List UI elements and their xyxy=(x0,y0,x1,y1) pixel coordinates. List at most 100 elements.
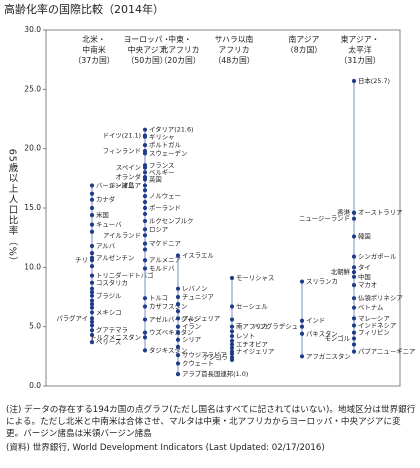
data-dot xyxy=(142,317,148,322)
point-label: ポルトガル xyxy=(149,140,182,149)
point-label: トリニダードトバゴ xyxy=(96,271,154,280)
point-label: セーシェル xyxy=(236,302,268,310)
data-dot xyxy=(142,165,148,170)
chart-title: 高齢化率の国際比較（2014年） xyxy=(4,2,164,16)
data-dot xyxy=(89,286,95,291)
data-dot xyxy=(142,199,148,205)
point-label: トルクメニスタン xyxy=(90,332,141,341)
data-dot xyxy=(89,273,95,278)
point-label: パラグアイ xyxy=(56,313,88,322)
data-dot xyxy=(175,302,181,307)
data-dot xyxy=(142,335,148,340)
data-dot xyxy=(89,250,95,256)
y-tick-label: 0.0 xyxy=(29,381,41,390)
data-dot xyxy=(351,265,357,270)
point-label: ナイジェリア xyxy=(236,348,274,356)
point-label: ベルギー xyxy=(149,168,175,176)
data-dot xyxy=(89,258,95,263)
point-label: アラブ首長国連邦(1.0) xyxy=(182,369,248,378)
point-label: マレーシア xyxy=(358,314,390,322)
region-header: 中央アジア xyxy=(128,45,167,55)
point-label: 香港 xyxy=(337,208,350,217)
data-dot xyxy=(175,372,181,377)
point-label: ルクセンブルク xyxy=(149,216,194,225)
data-dot xyxy=(142,127,148,132)
point-label: アンゴラ xyxy=(203,353,228,362)
point-label: ブラジル xyxy=(96,291,122,300)
point-label: タジキスタン xyxy=(149,345,187,354)
data-dot xyxy=(175,286,181,291)
point-label: ギリシャ xyxy=(149,133,175,141)
data-dot xyxy=(142,205,148,211)
y-tick-label: 10.0 xyxy=(24,262,41,271)
data-dot xyxy=(89,183,95,188)
data-dot xyxy=(229,275,235,281)
data-dot xyxy=(89,293,95,298)
data-dot xyxy=(351,323,357,328)
data-dot xyxy=(142,330,148,335)
point-label: スリランカ xyxy=(306,278,338,286)
point-label: クウェート xyxy=(182,359,214,367)
data-dot xyxy=(175,361,181,366)
point-label: 英国 xyxy=(149,175,162,184)
data-dot xyxy=(175,344,181,349)
point-label: サウジアラビア xyxy=(182,350,227,359)
point-label: 日本(25.7) xyxy=(358,76,390,85)
data-dot xyxy=(89,290,95,295)
data-dot xyxy=(351,330,357,335)
region-header: ヨーロッパ・ xyxy=(124,35,171,44)
point-label: アフガニスタン xyxy=(306,351,351,360)
region-header: （50カ国） xyxy=(126,56,167,65)
point-label: 韓国 xyxy=(358,231,371,240)
point-label: 北朝鮮 xyxy=(331,267,351,276)
point-label: スペイン xyxy=(116,164,141,172)
point-label: イラン xyxy=(182,323,201,331)
point-label: ロシア xyxy=(149,225,168,233)
data-dot xyxy=(142,241,148,246)
data-dot xyxy=(351,296,357,301)
data-dot xyxy=(89,305,95,310)
data-dot xyxy=(142,258,148,263)
source: (資料) 世界銀行, World Development Indicators … xyxy=(6,443,325,453)
data-dot xyxy=(89,332,95,338)
region-header: （8カ国） xyxy=(286,46,322,55)
data-dot xyxy=(229,324,235,329)
data-dot xyxy=(229,329,235,334)
data-dot xyxy=(89,302,95,307)
point-label: バージン諸島 xyxy=(96,180,135,189)
data-dot xyxy=(142,177,148,182)
data-dot xyxy=(175,337,181,342)
data-dot xyxy=(175,330,181,335)
point-label: オーストラリア xyxy=(358,209,402,217)
point-label: オランダ xyxy=(115,172,141,181)
data-dot xyxy=(89,191,95,196)
point-label: シンガポール xyxy=(358,252,397,261)
point-label: アイルランド xyxy=(103,231,141,239)
data-dot xyxy=(89,213,95,218)
data-dot xyxy=(351,210,357,215)
y-tick-label: 20.0 xyxy=(24,144,41,153)
region-header: アフリカ xyxy=(218,46,249,55)
point-label: アルジェリア xyxy=(182,314,220,322)
region-header: 北米・ xyxy=(82,34,105,44)
data-dot xyxy=(142,143,148,148)
region-header: （48カ国） xyxy=(213,56,254,65)
data-dot xyxy=(142,266,148,271)
point-label: カナダ xyxy=(96,195,116,204)
data-dot xyxy=(229,357,235,362)
point-label: ポーランド xyxy=(149,204,181,212)
point-label: 南アフリカ xyxy=(236,322,268,331)
data-dot xyxy=(142,211,148,217)
data-dot xyxy=(89,243,95,249)
point-label: インド xyxy=(306,317,325,325)
data-dot xyxy=(89,328,95,333)
data-dot xyxy=(299,279,305,284)
data-dot xyxy=(175,324,181,329)
region-header: 中南米 xyxy=(82,45,106,55)
region-header: （20カ国） xyxy=(159,56,200,65)
point-label: パプアニューギニア xyxy=(358,348,415,356)
data-dot xyxy=(89,323,95,328)
point-label: フィンランド xyxy=(103,147,141,155)
point-label: アルゼンチン xyxy=(96,253,134,262)
